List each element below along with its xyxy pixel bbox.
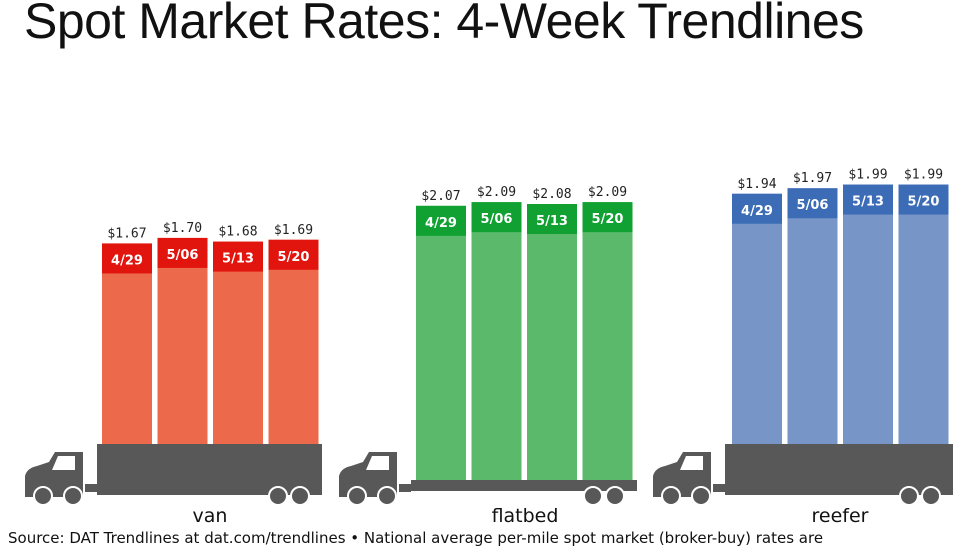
wheel <box>33 486 53 506</box>
category-label: 5/13 <box>536 214 568 229</box>
series-name-reefer: reefer <box>812 505 869 527</box>
category-label: 4/29 <box>111 253 143 268</box>
bar-reefer-5/13 <box>843 184 893 444</box>
flatbed-truck-icon <box>339 452 637 506</box>
trailer-deck <box>411 480 637 491</box>
wheel <box>63 486 83 506</box>
bar-van-5/06 <box>157 237 208 444</box>
category-label: 5/13 <box>222 252 254 267</box>
wheel <box>347 486 367 506</box>
series-van: 4/29 $1.67 5/06 $1.70 5/13 $1.68 5/20 $1.69 van <box>25 221 322 527</box>
bar-flatbed-5/13 <box>527 204 577 480</box>
series-name-flatbed: flatbed <box>492 505 559 527</box>
reefer-truck-icon <box>653 444 953 506</box>
category-label: 5/06 <box>481 212 513 227</box>
bar-date-band <box>732 193 782 224</box>
wheel <box>290 486 310 506</box>
category-label: 4/29 <box>741 204 773 219</box>
bar-reefer-4/29 <box>732 193 782 444</box>
wheel <box>661 486 681 506</box>
truck-hitch <box>713 484 725 492</box>
bar-date-band <box>213 241 263 272</box>
value-label: $1.68 <box>218 225 257 240</box>
category-label: 5/06 <box>797 198 829 213</box>
bar-van-4/29 <box>102 243 152 444</box>
wheel <box>377 486 397 506</box>
value-label: $2.09 <box>588 185 627 200</box>
category-label: 5/20 <box>592 212 624 227</box>
bar-date-band <box>268 239 319 270</box>
chart-title: Spot Market Rates: 4-Week Trendlines <box>24 0 864 49</box>
bar-date-band <box>787 188 838 219</box>
category-label: 4/29 <box>425 216 457 231</box>
category-label: 5/06 <box>167 248 199 263</box>
bar-reefer-5/06 <box>787 188 838 444</box>
bar-date-band <box>102 243 152 274</box>
wheel <box>583 486 603 506</box>
trailer-body <box>97 444 322 495</box>
bar-date-band <box>843 184 893 215</box>
bar-date-band <box>527 204 577 234</box>
wheel <box>605 486 625 506</box>
bar-flatbed-4/29 <box>416 205 466 480</box>
value-label: $2.07 <box>421 189 460 204</box>
cab-window <box>680 456 703 470</box>
trailer-body <box>725 444 953 495</box>
bar-date-band <box>471 202 522 233</box>
truck-hitch <box>85 484 97 492</box>
category-label: 5/13 <box>852 195 884 210</box>
value-label: $1.94 <box>737 177 776 192</box>
value-label: $1.99 <box>848 168 887 183</box>
category-label: 5/20 <box>278 250 310 265</box>
value-label: $1.99 <box>904 168 943 183</box>
bar-date-band <box>416 205 466 236</box>
series-flatbed: 4/29 $2.07 5/06 $2.09 5/13 $2.08 5/20 $2.09 flat… <box>339 185 637 527</box>
wheel <box>921 486 941 506</box>
bar-date-band <box>582 202 633 233</box>
value-label: $1.97 <box>793 171 832 186</box>
category-label: 5/20 <box>908 195 940 210</box>
bar-flatbed-5/06 <box>471 202 522 480</box>
value-label: $1.70 <box>163 221 202 236</box>
bar-van-5/20 <box>268 239 319 444</box>
value-label: $2.08 <box>532 187 571 202</box>
value-label: $1.67 <box>107 226 146 241</box>
series-name-van: van <box>193 505 228 527</box>
van-truck-icon <box>25 444 322 506</box>
bar-flatbed-5/20 <box>582 202 633 480</box>
wheel <box>691 486 711 506</box>
series-reefer: 4/29 $1.94 5/06 $1.97 5/13 $1.99 5/20 $1.99 reef… <box>653 168 953 527</box>
bar-van-5/13 <box>213 241 263 444</box>
source-note: Source: DAT Trendlines at dat.com/trendl… <box>8 529 824 547</box>
bar-date-band <box>157 237 208 268</box>
wheel <box>899 486 919 506</box>
cab-window <box>52 456 75 470</box>
value-label: $1.69 <box>274 223 313 238</box>
value-label: $2.09 <box>477 185 516 200</box>
truck-hitch <box>399 484 411 492</box>
cab-window <box>366 456 389 470</box>
wheel <box>268 486 288 506</box>
bar-date-band <box>898 184 949 215</box>
bar-reefer-5/20 <box>898 184 949 444</box>
